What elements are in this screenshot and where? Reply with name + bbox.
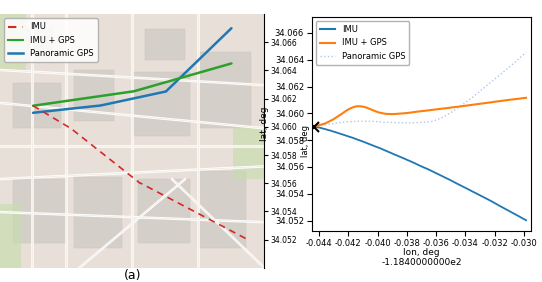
Line: IMU: IMU bbox=[314, 127, 526, 220]
IMU bbox=[465, 188, 472, 191]
IMU + GPS bbox=[380, 112, 386, 115]
Y-axis label: lat, deg: lat, deg bbox=[260, 107, 269, 141]
IMU bbox=[464, 187, 470, 190]
Bar bbox=[138, 179, 190, 243]
Bar bbox=[13, 179, 66, 243]
IMU + GPS bbox=[444, 106, 450, 110]
Bar bbox=[233, 128, 264, 179]
IMU + GPS bbox=[311, 125, 317, 128]
Panoramic GPS bbox=[465, 99, 472, 102]
IMU bbox=[444, 177, 450, 180]
IMU + GPS bbox=[336, 114, 343, 117]
IMU + GPS bbox=[464, 104, 470, 107]
Bar bbox=[13, 83, 61, 128]
Bar bbox=[74, 177, 121, 248]
Text: (a): (a) bbox=[124, 269, 141, 282]
Panoramic GPS bbox=[311, 125, 317, 128]
Panoramic GPS bbox=[336, 121, 343, 124]
Bar bbox=[0, 14, 27, 70]
Panoramic GPS bbox=[380, 120, 386, 124]
Y-axis label: lat, deg: lat, deg bbox=[301, 125, 310, 157]
Panoramic GPS bbox=[464, 100, 470, 103]
Legend: IMU, IMU + GPS, Panoramic GPS: IMU, IMU + GPS, Panoramic GPS bbox=[316, 21, 409, 65]
Bar bbox=[0, 204, 21, 268]
IMU + GPS bbox=[395, 112, 401, 115]
IMU bbox=[311, 125, 317, 128]
IMU + GPS bbox=[465, 104, 472, 107]
Panoramic GPS bbox=[444, 113, 450, 116]
IMU bbox=[523, 219, 530, 222]
Bar bbox=[198, 171, 246, 248]
IMU + GPS bbox=[523, 96, 530, 100]
Bar bbox=[132, 72, 190, 136]
Bar bbox=[74, 70, 114, 121]
Line: Panoramic GPS: Panoramic GPS bbox=[314, 52, 526, 127]
IMU bbox=[380, 148, 386, 151]
X-axis label: lon, deg
-1.1840000000e2: lon, deg -1.1840000000e2 bbox=[381, 248, 462, 267]
Legend: IMU, IMU + GPS, Panoramic GPS: IMU, IMU + GPS, Panoramic GPS bbox=[4, 18, 98, 62]
Bar bbox=[145, 29, 185, 60]
IMU bbox=[336, 132, 343, 135]
Panoramic GPS bbox=[523, 51, 530, 54]
Panoramic GPS bbox=[395, 121, 401, 124]
Line: IMU + GPS: IMU + GPS bbox=[314, 98, 526, 127]
Bar bbox=[13, 29, 53, 60]
IMU bbox=[395, 154, 401, 158]
Bar bbox=[198, 52, 251, 128]
